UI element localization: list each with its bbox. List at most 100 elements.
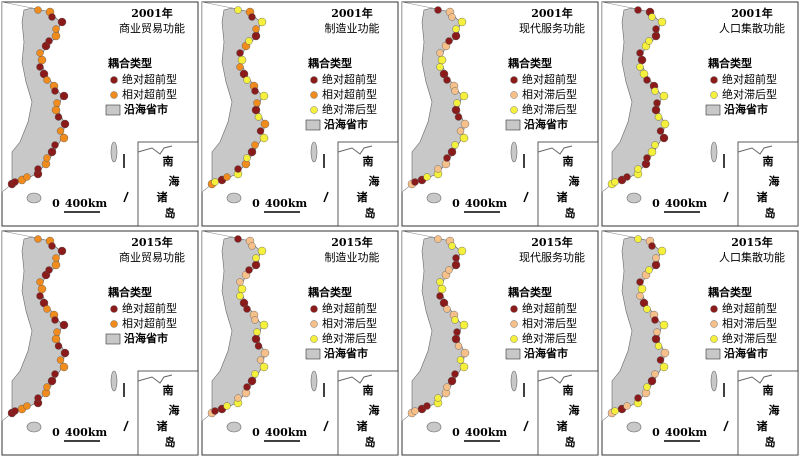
city-dot (256, 356, 265, 364)
legend-swatch (510, 320, 518, 328)
city-dot (51, 334, 61, 344)
city-dot (657, 246, 667, 256)
legend-region-label: 沿海省市 (324, 117, 368, 131)
scale-zero: 0 (252, 197, 260, 210)
scale-distance: 400km (65, 426, 108, 439)
city-dot (451, 260, 461, 270)
legend-label: 相对超前型 (322, 87, 377, 101)
city-dot (448, 13, 456, 21)
city-dot (252, 25, 260, 33)
inset-coast (537, 374, 573, 384)
legend-region-label: 沿海省市 (524, 346, 568, 360)
legend-swatch (710, 76, 718, 84)
legend-region-swatch (505, 119, 521, 131)
city-dot (47, 376, 57, 386)
legend-title: 耦合类型 (508, 56, 552, 70)
city-dot (251, 141, 259, 149)
city-dot (259, 91, 269, 101)
legend-region-swatch (105, 104, 121, 116)
inset-label: 南 (363, 154, 374, 168)
city-dot (443, 305, 451, 313)
legend-swatch (710, 91, 718, 99)
city-dot (59, 133, 69, 143)
city-dot (653, 328, 661, 336)
city-dot (54, 113, 63, 121)
inset-frame (537, 141, 599, 227)
city-dot (59, 320, 69, 330)
legend-label: 绝对滞后型 (322, 102, 377, 116)
inset-label: 诸 (557, 190, 568, 204)
city-dot (253, 328, 261, 336)
hainan (426, 421, 442, 433)
city-dot (636, 63, 644, 71)
city-dot (634, 165, 642, 173)
city-dot (643, 154, 651, 162)
city-dot (651, 31, 661, 41)
legend-swatch (110, 320, 118, 328)
city-dot (36, 292, 44, 300)
legend-region-swatch (305, 119, 321, 131)
city-dot (234, 235, 242, 243)
inset-label: 南 (763, 383, 774, 397)
city-dot (651, 370, 659, 378)
city-dot (51, 260, 61, 270)
dash-line (723, 420, 729, 432)
city-dot (36, 278, 44, 286)
legend-title: 耦合类型 (708, 56, 752, 70)
inset-label: 岛 (765, 206, 776, 220)
inset-coast (737, 145, 773, 155)
inset-label: 岛 (165, 206, 176, 220)
city-dot (51, 316, 59, 324)
legend-swatch (710, 320, 718, 328)
scale-zero: 0 (52, 426, 60, 439)
city-dot (23, 173, 31, 181)
city-dot (243, 76, 251, 84)
hainan (226, 421, 242, 433)
map-function: 制造业功能 (325, 250, 380, 264)
map-year: 2001年 (131, 6, 173, 20)
city-dot (259, 362, 269, 372)
city-dot (634, 235, 642, 243)
inset-coast (137, 374, 173, 384)
legend-label: 绝对超前型 (322, 301, 377, 315)
inset-label: 南 (763, 154, 774, 168)
legend-title: 耦合类型 (308, 56, 352, 70)
map-function: 人口集散功能 (719, 250, 785, 264)
city-dot (643, 76, 651, 84)
scale-zero: 0 (652, 426, 660, 439)
inset-label: 海 (369, 403, 380, 417)
city-dot (436, 278, 444, 286)
legend-region-label: 沿海省市 (324, 346, 368, 360)
city-dot (47, 147, 57, 157)
scale-zero: 0 (652, 197, 660, 210)
city-dot (223, 402, 231, 410)
scale-distance: 400km (265, 426, 308, 439)
city-dot (60, 348, 70, 358)
inset-label: 岛 (365, 206, 376, 220)
inset-coast (737, 374, 773, 384)
city-dot (651, 87, 659, 95)
inset-frame (337, 370, 399, 456)
city-dot (451, 370, 459, 378)
legend-label: 绝对超前型 (122, 72, 177, 86)
city-dot (451, 334, 461, 344)
city-dot (652, 254, 660, 262)
city-dot (43, 154, 51, 162)
city-dot (659, 91, 669, 101)
city-dot (251, 334, 261, 344)
legend-region-swatch (305, 348, 321, 360)
legend-title: 耦合类型 (708, 285, 752, 299)
legend-swatch (310, 91, 318, 99)
city-dot (423, 173, 431, 181)
city-dot (52, 254, 60, 262)
city-dot (251, 370, 259, 378)
city-dot (654, 342, 663, 350)
city-dot (657, 17, 667, 27)
legend-region-label: 沿海省市 (724, 102, 768, 116)
legend-region-swatch (705, 104, 721, 116)
city-dot (57, 246, 67, 256)
legend-swatch (110, 91, 118, 99)
city-dot (51, 370, 59, 378)
city-dot (23, 402, 31, 410)
